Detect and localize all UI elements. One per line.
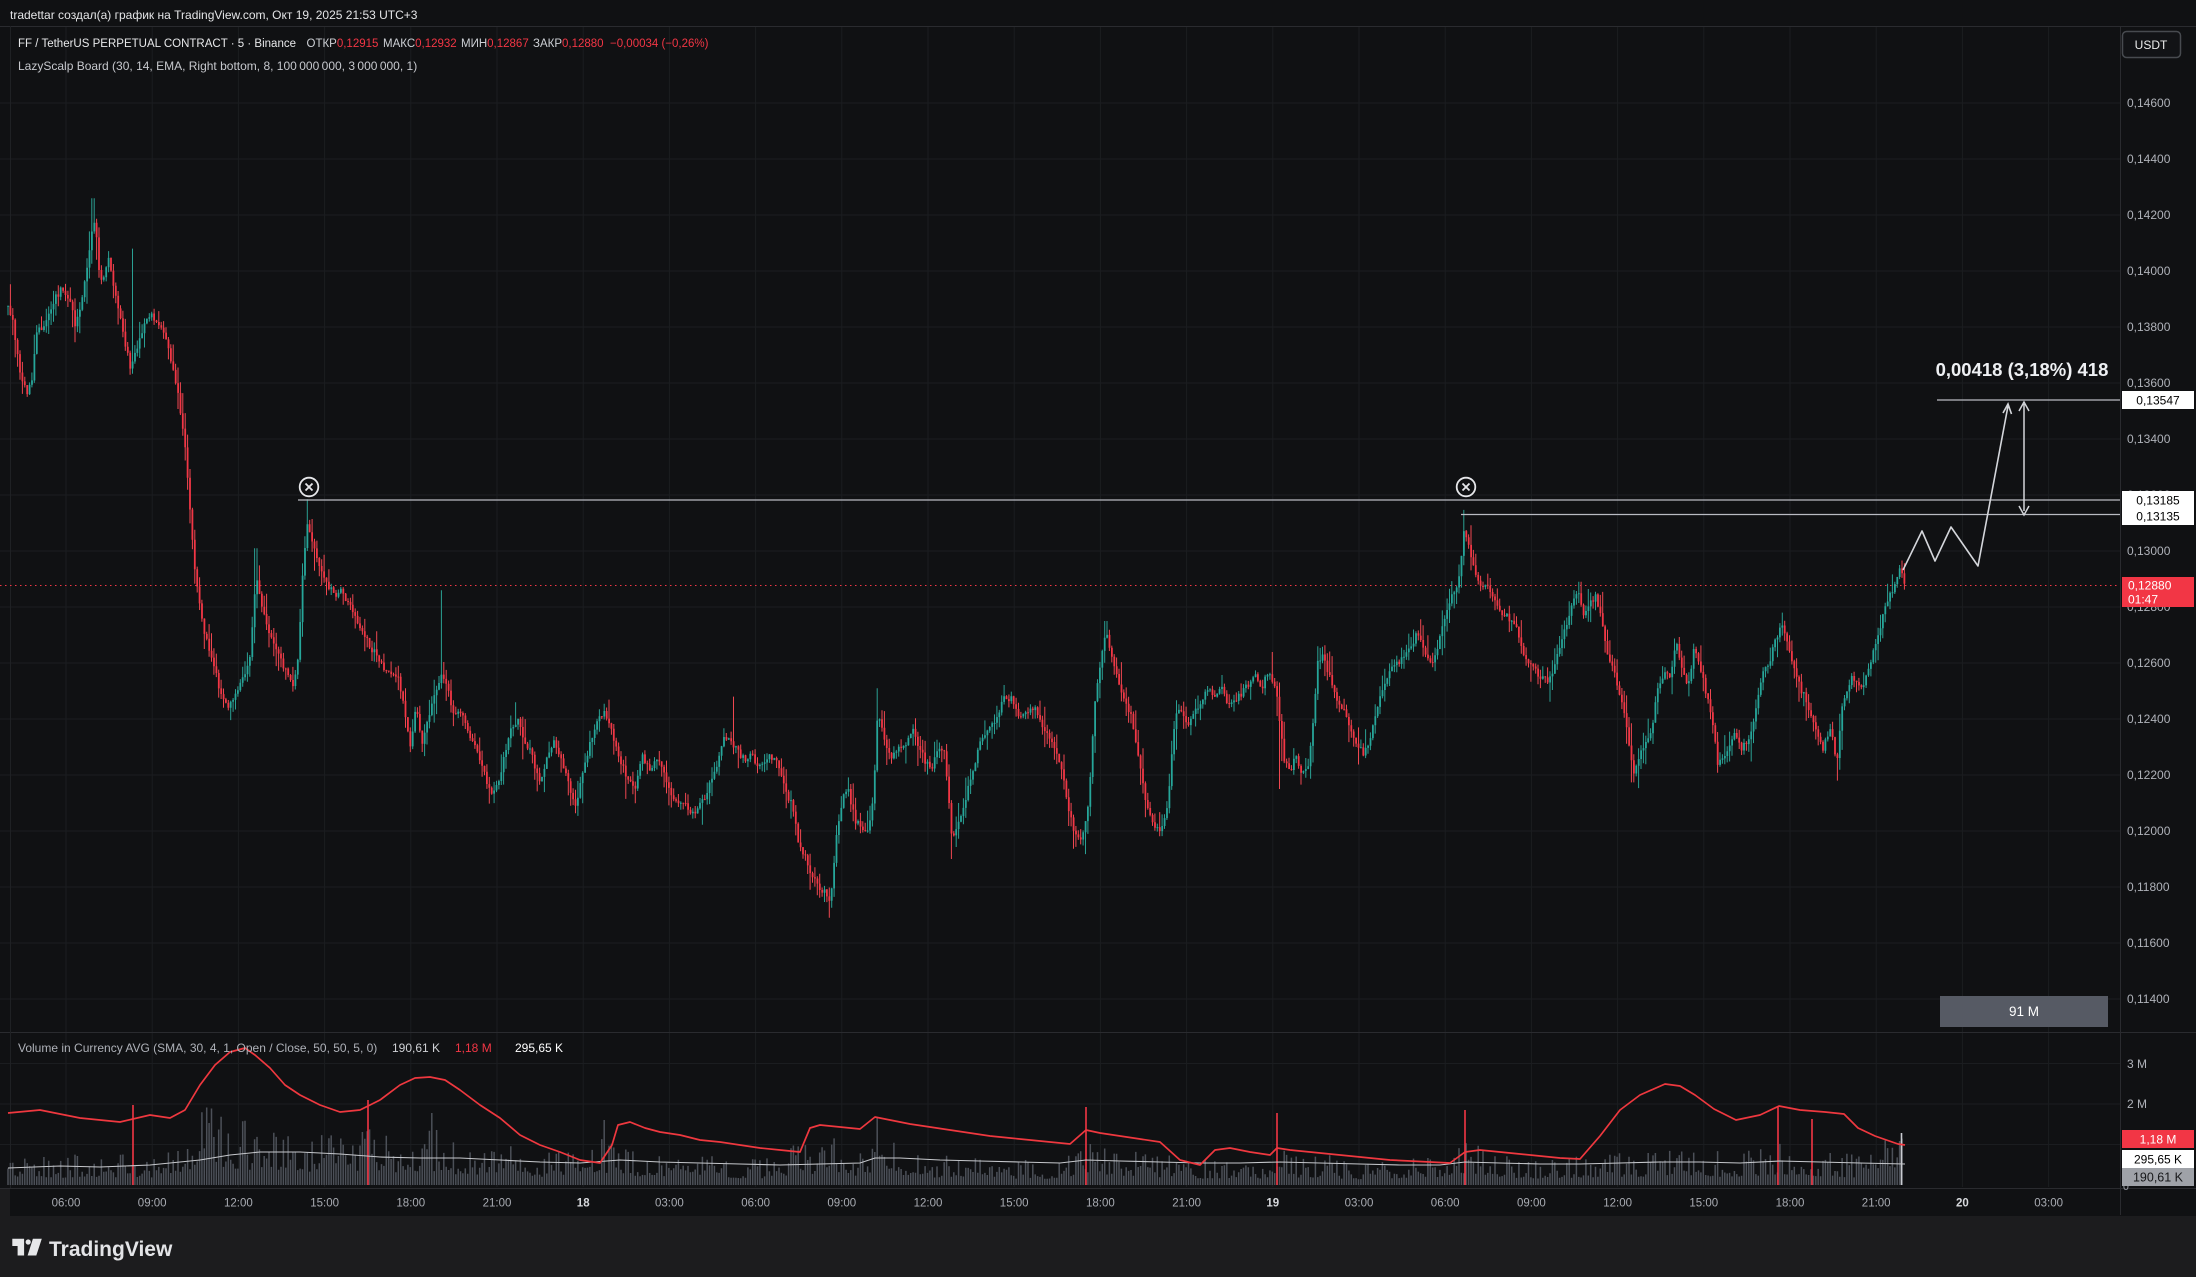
svg-text:0,12400: 0,12400 [2127, 712, 2171, 726]
svg-text:12:00: 12:00 [224, 1198, 253, 1210]
svg-text:0,11600: 0,11600 [2127, 936, 2170, 950]
svg-text:18:00: 18:00 [1776, 1198, 1805, 1210]
svg-text:21:00: 21:00 [1172, 1198, 1201, 1210]
svg-text:tradettar создал(а) график на: tradettar создал(а) график на TradingVie… [10, 8, 418, 22]
svg-text:06:00: 06:00 [1431, 1198, 1460, 1210]
svg-text:91 M: 91 M [2009, 1004, 2039, 1019]
svg-text:0,13000: 0,13000 [2127, 544, 2171, 558]
svg-text:0,14600: 0,14600 [2127, 96, 2171, 110]
svg-text:2 M: 2 M [2127, 1097, 2147, 1111]
svg-text:0,14400: 0,14400 [2127, 152, 2171, 166]
svg-text:0,13185: 0,13185 [2136, 494, 2180, 508]
svg-text:295,65 K: 295,65 K [515, 1041, 563, 1055]
svg-text:190,61 K: 190,61 K [2133, 1171, 2184, 1185]
svg-text:0,12880: 0,12880 [2128, 579, 2172, 593]
svg-text:06:00: 06:00 [52, 1198, 81, 1210]
svg-text:20: 20 [1956, 1198, 1969, 1210]
svg-text:15:00: 15:00 [310, 1198, 339, 1210]
svg-text:09:00: 09:00 [1517, 1198, 1546, 1210]
svg-text:21:00: 21:00 [483, 1198, 512, 1210]
svg-text:15:00: 15:00 [1000, 1198, 1029, 1210]
svg-text:МИН0,12867: МИН0,12867 [461, 38, 529, 50]
svg-text:09:00: 09:00 [827, 1198, 856, 1210]
svg-text:12:00: 12:00 [914, 1198, 943, 1210]
svg-text:190,61 K: 190,61 K [392, 1041, 440, 1055]
svg-text:18: 18 [577, 1198, 590, 1210]
svg-text:LazyScalp Board (30, 14, EMA,: LazyScalp Board (30, 14, EMA, Right bott… [18, 59, 417, 73]
svg-text:ЗАКР0,12880: ЗАКР0,12880 [533, 38, 604, 50]
svg-text:19: 19 [1266, 1198, 1279, 1210]
svg-text:0,12200: 0,12200 [2127, 768, 2171, 782]
svg-text:01:47: 01:47 [2128, 593, 2158, 607]
svg-text:0,11800: 0,11800 [2127, 880, 2170, 894]
svg-text:FF / TetherUS PERPETUAL CONTRA: FF / TetherUS PERPETUAL CONTRACT · 5 · B… [18, 38, 296, 50]
svg-text:12:00: 12:00 [1603, 1198, 1632, 1210]
svg-text:Volume in Currency AVG (SMA, 3: Volume in Currency AVG (SMA, 30, 4, 1, O… [18, 1041, 377, 1055]
svg-text:0,14200: 0,14200 [2127, 208, 2171, 222]
svg-text:295,65 K: 295,65 K [2134, 1153, 2182, 1167]
svg-text:МАКС0,12932: МАКС0,12932 [383, 38, 457, 50]
svg-text:1,18 M: 1,18 M [2140, 1133, 2177, 1147]
svg-text:0: 0 [2123, 1181, 2129, 1193]
svg-text:−0,00034 (−0,26%): −0,00034 (−0,26%) [610, 38, 709, 50]
svg-text:0,13800: 0,13800 [2127, 320, 2171, 334]
svg-text:0,13400: 0,13400 [2127, 432, 2171, 446]
svg-text:ОТКР0,12915: ОТКР0,12915 [307, 38, 379, 50]
svg-text:3 M: 3 M [2127, 1057, 2147, 1071]
svg-text:0,11400: 0,11400 [2127, 992, 2170, 1006]
svg-text:18:00: 18:00 [1086, 1198, 1115, 1210]
svg-text:TradingView: TradingView [49, 1238, 173, 1261]
svg-text:09:00: 09:00 [138, 1198, 167, 1210]
svg-text:0,12000: 0,12000 [2127, 824, 2171, 838]
svg-text:0,13135: 0,13135 [2136, 510, 2180, 524]
svg-text:03:00: 03:00 [2034, 1198, 2063, 1210]
svg-text:06:00: 06:00 [741, 1198, 770, 1210]
svg-text:0,12600: 0,12600 [2127, 656, 2171, 670]
svg-text:1,18 M: 1,18 M [455, 1041, 492, 1055]
svg-text:18:00: 18:00 [396, 1198, 425, 1210]
svg-text:USDT: USDT [2135, 38, 2168, 52]
svg-text:15:00: 15:00 [1689, 1198, 1718, 1210]
svg-text:03:00: 03:00 [1345, 1198, 1374, 1210]
svg-text:21:00: 21:00 [1862, 1198, 1891, 1210]
svg-text:0,13547: 0,13547 [2136, 394, 2180, 408]
svg-text:0,14000: 0,14000 [2127, 264, 2171, 278]
svg-text:03:00: 03:00 [655, 1198, 684, 1210]
svg-text:0,13600: 0,13600 [2127, 376, 2171, 390]
svg-text:0,00418 (3,18%) 418: 0,00418 (3,18%) 418 [1936, 359, 2109, 380]
